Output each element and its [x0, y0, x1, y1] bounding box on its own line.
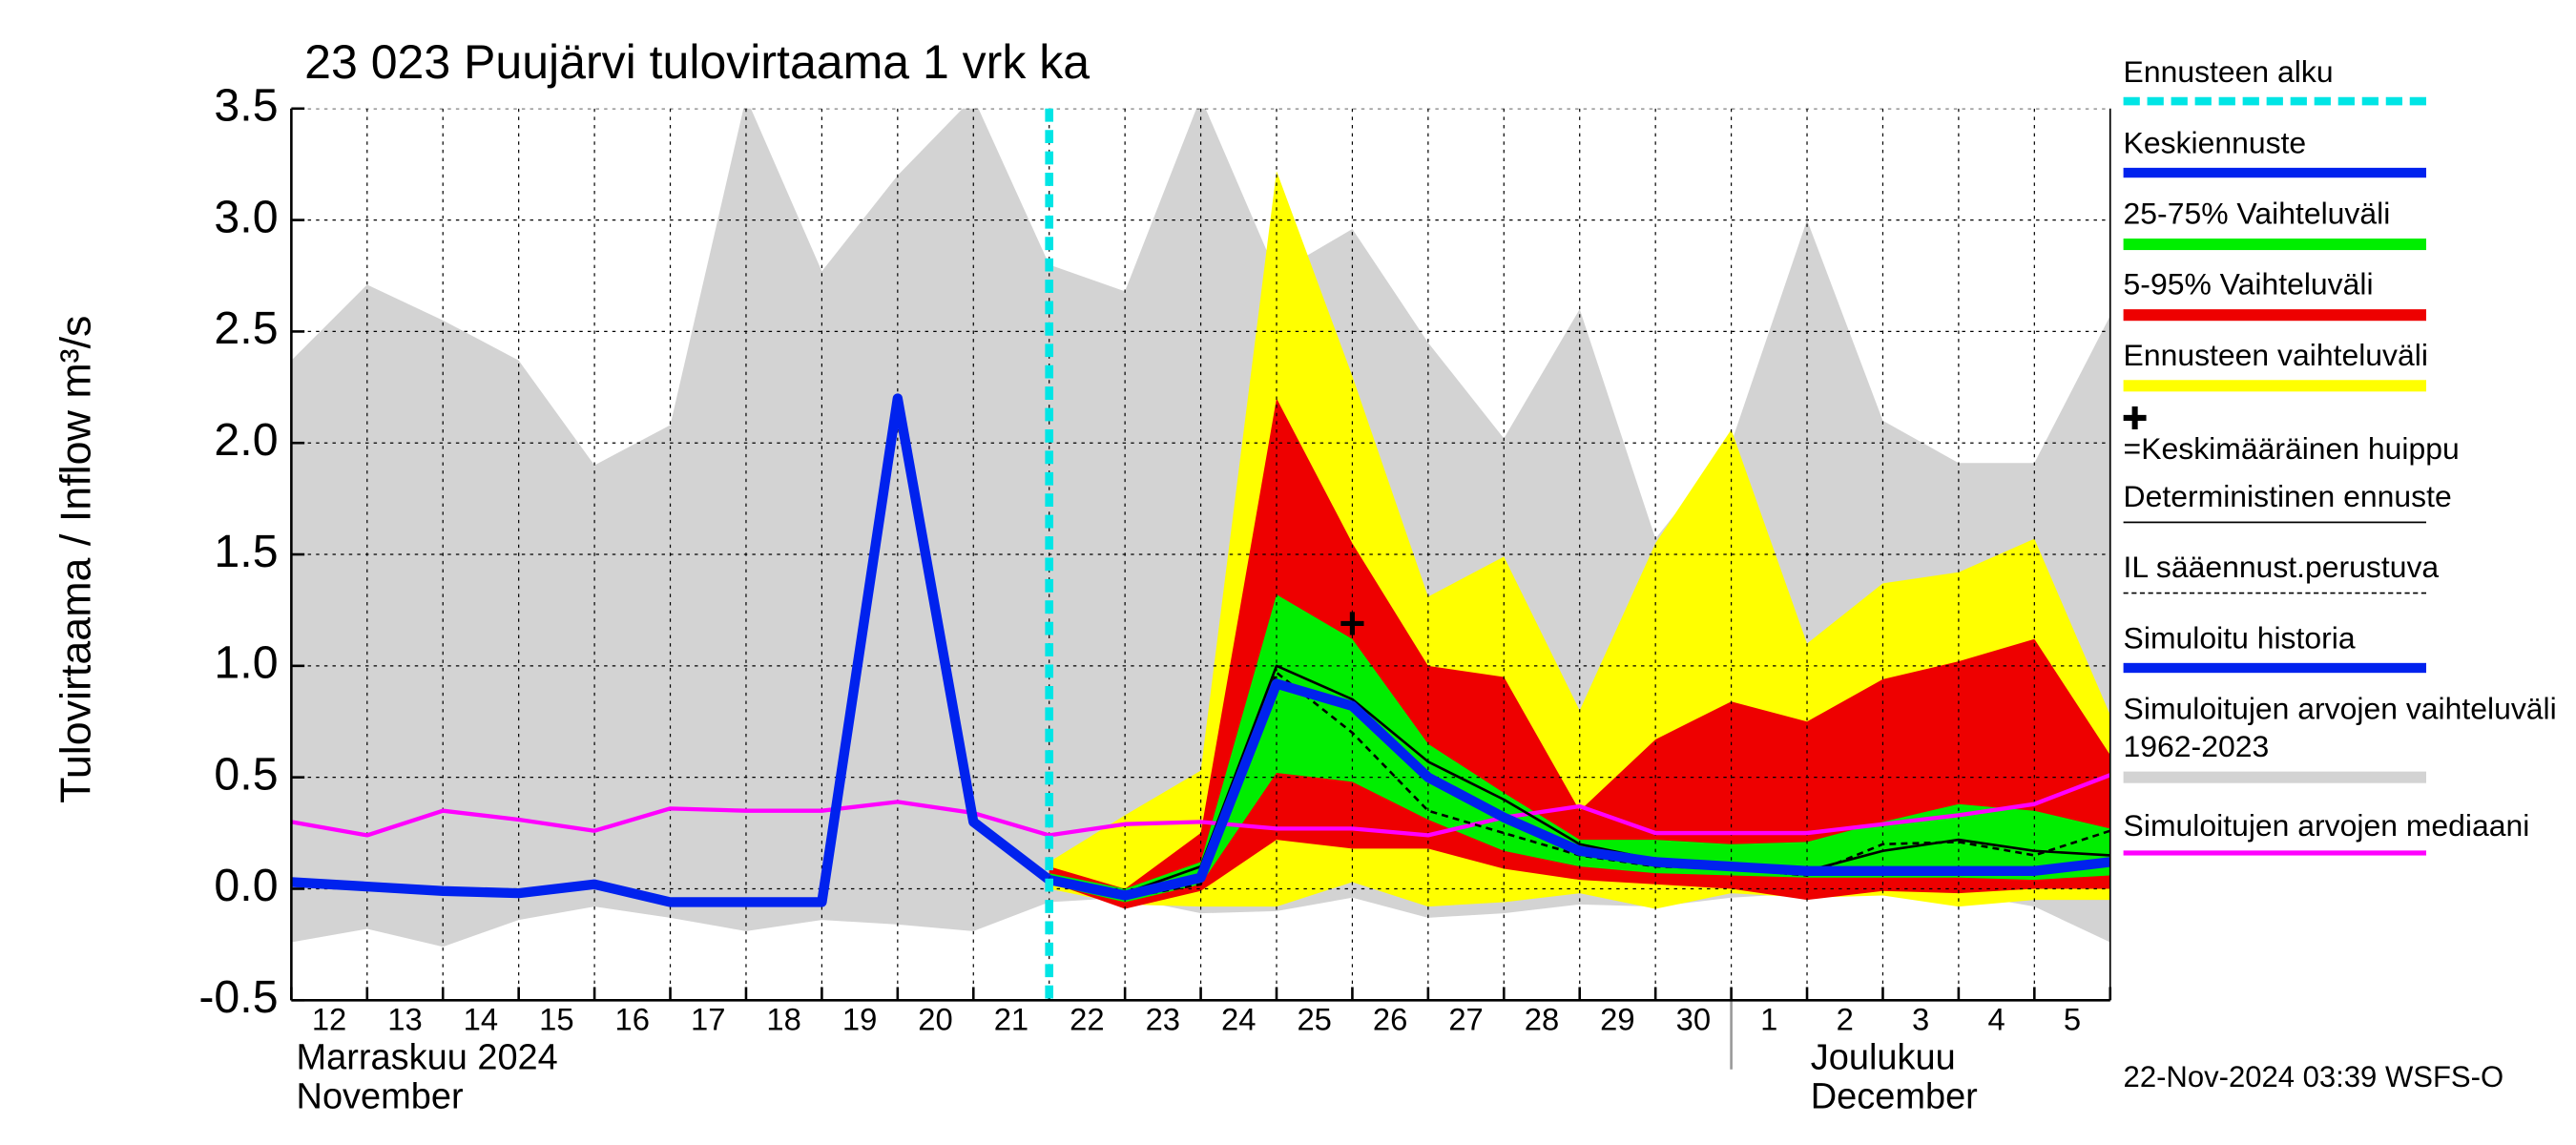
- x-tick-label: 17: [691, 1001, 725, 1036]
- series-line: [1048, 678, 2110, 901]
- legend-label: IL sääennust.perustuva: [2123, 549, 2440, 585]
- x-tick-label: 15: [539, 1001, 573, 1036]
- x-tick-label: 4: [1987, 1001, 2005, 1036]
- legend-text: =Keskimääräinen huippu: [2123, 430, 2460, 466]
- x-tick-label: 14: [464, 1001, 498, 1036]
- x-tick-label: 12: [312, 1001, 346, 1036]
- legend-item: 25-75% Vaihteluväli: [2123, 191, 2571, 261]
- x-tick-label: 30: [1676, 1001, 1711, 1036]
- y-tick-label: 2.5: [214, 302, 278, 354]
- x-tick-label: 19: [842, 1001, 877, 1036]
- legend-label: Ennusteen alku: [2123, 53, 2334, 90]
- series-line: [291, 773, 2110, 838]
- y-tick-label: 3.5: [214, 80, 278, 132]
- legend-label: =Keskimääräinen huippu: [2124, 406, 2571, 468]
- y-tick-label: 3.0: [214, 191, 278, 242]
- legend-label: Simuloitujen arvojen vaihteluväli 1962-2…: [2123, 691, 2557, 763]
- legend-label: Keskiennuste: [2123, 125, 2307, 160]
- series-line: [291, 393, 1052, 907]
- x-tick-label: 1: [1760, 1001, 1777, 1036]
- x-tick-label: 25: [1297, 1001, 1331, 1036]
- legend-item: Keskiennuste: [2123, 120, 2571, 191]
- legend-label: Ennusteen vaihteluväli: [2123, 337, 2428, 372]
- x-tick-label: 24: [1221, 1001, 1256, 1036]
- legend-swatch: [2123, 521, 2427, 524]
- band: [1049, 594, 2110, 903]
- x-tick-label: 16: [615, 1001, 650, 1036]
- legend-swatch: [2123, 96, 2427, 106]
- legend-label: 25-75% Vaihteluväli: [2123, 196, 2391, 231]
- timestamp: 22-Nov-2024 03:39 WSFS-O: [2124, 1060, 2504, 1093]
- legend-item: Simuloitujen arvojen vaihteluväli 1962-2…: [2123, 686, 2571, 802]
- x-tick-label: 18: [766, 1001, 800, 1036]
- legend-item: Deterministinen ennuste: [2123, 474, 2571, 545]
- legend-marker: [2123, 406, 2147, 429]
- legend-label: 5-95% Vaihteluväli: [2123, 266, 2374, 302]
- y-axis-label: Tulovirtaama / Inflow m³/s: [52, 316, 100, 803]
- legend-item: =Keskimääräinen huippu: [2124, 403, 2571, 473]
- legend-swatch: [2123, 662, 2427, 674]
- x-tick-label: 27: [1448, 1001, 1483, 1036]
- legend-marker-glyph: [2123, 406, 2147, 429]
- legend-item: Ennusteen alku: [2123, 50, 2571, 120]
- legend-swatch: [2123, 771, 2427, 783]
- legend-label: Simuloitujen arvojen mediaani: [2123, 807, 2530, 843]
- axes: -0.50.00.51.01.52.02.53.03.512 13 14 15 16 17…: [198, 80, 2112, 1070]
- y-tick-label: 1.0: [214, 637, 278, 689]
- legend-item: IL sääennust.perustuva: [2123, 545, 2571, 615]
- legend-swatch: [2123, 850, 2427, 856]
- x-tick-label: 21: [994, 1001, 1028, 1036]
- x-tick-label: 2: [1837, 1001, 1854, 1036]
- y-tick-label: 0.0: [214, 860, 278, 911]
- chart-title: 23 023 Puujärvi tulovirtaama 1 vrk ka: [304, 35, 1090, 89]
- peak-marker: [1340, 612, 1364, 635]
- legend-item: 5-95% Vaihteluväli: [2123, 261, 2571, 332]
- x-tick-label: 3: [1912, 1001, 1929, 1036]
- x-tick-label: 29: [1600, 1001, 1634, 1036]
- x-tick-label: 23: [1146, 1001, 1180, 1036]
- legend-label: Deterministinen ennuste: [2123, 478, 2452, 513]
- month-label: Joulukuu: [1811, 1037, 1956, 1077]
- x-tick-label: 22: [1070, 1001, 1104, 1036]
- legend: Ennusteen alku Keskiennuste 25-75% Vaihtel…: [2123, 50, 2571, 874]
- legend-swatch: [2123, 239, 2427, 251]
- month-label: Marraskuu 2024: [297, 1037, 558, 1077]
- legend-swatch: [2123, 309, 2427, 322]
- legend-item: Ennusteen vaihteluväli: [2123, 332, 2571, 403]
- x-tick-label: 20: [918, 1001, 952, 1036]
- y-tick-label: 0.5: [214, 748, 278, 800]
- y-tick-label: -0.5: [198, 971, 278, 1023]
- band: [1049, 398, 2110, 909]
- legend-item: Simuloitujen arvojen mediaani: [2123, 802, 2571, 873]
- legend-swatch: [2123, 167, 2427, 178]
- plot-area: [291, 108, 2110, 1001]
- y-tick-label: 2.0: [214, 414, 278, 466]
- x-tick-label: 28: [1525, 1001, 1559, 1036]
- legend-box: Ennusteen alku Keskiennuste 25-75% Vaihtel…: [2123, 50, 2571, 874]
- month-label: November: [297, 1077, 464, 1117]
- legend-swatch: [2123, 592, 2427, 594]
- legend-swatch: [2123, 380, 2427, 392]
- x-tick-label: 5: [2064, 1001, 2081, 1036]
- x-tick-label: 26: [1373, 1001, 1407, 1036]
- month-label: December: [1811, 1077, 1978, 1117]
- y-tick-label: 1.5: [214, 526, 278, 577]
- legend-label: Simuloitu historia: [2123, 620, 2356, 656]
- x-tick-label: 13: [387, 1001, 422, 1036]
- legend-item: Simuloitu historia: [2123, 615, 2571, 686]
